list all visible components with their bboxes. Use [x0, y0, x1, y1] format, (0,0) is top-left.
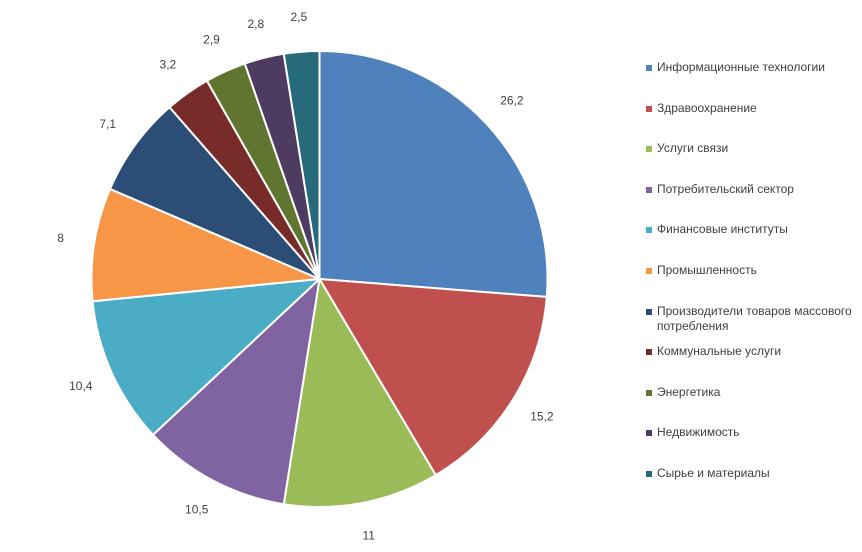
data-label: 15,2: [530, 410, 554, 424]
legend-swatch: [646, 308, 652, 315]
legend-item: Недвижимость: [646, 425, 860, 440]
pie-slice: [91, 278, 321, 436]
data-label: 2,9: [203, 32, 220, 46]
legend-swatch: [646, 471, 652, 477]
legend-swatch: [646, 430, 652, 437]
data-label: 11: [362, 528, 375, 542]
data-label: 10,5: [185, 503, 209, 517]
data-label: 8: [57, 231, 64, 245]
data-label: 2,5: [291, 10, 308, 24]
legend-swatch: [646, 227, 652, 234]
data-label: 3,2: [160, 57, 177, 71]
data-label: 7,1: [99, 117, 116, 131]
legend-label: Коммунальные услуги: [657, 344, 782, 359]
legend-item: Промышленность: [646, 263, 860, 278]
pie-slice: [152, 278, 321, 506]
legend-swatch: [646, 65, 652, 71]
legend-item: Энергетика: [646, 385, 860, 400]
legend-label: Здравоохранение: [657, 100, 757, 115]
legend-label: Финансовые институты: [657, 222, 788, 237]
legend-label: Услуги связи: [657, 141, 729, 156]
legend-item: Коммунальные услуги: [646, 344, 860, 359]
legend-label: Потребительский сектор: [657, 181, 794, 196]
legend-item: Здравоохранение: [646, 101, 860, 116]
legend-item: Потребительский сектор: [646, 182, 860, 197]
pie-slice: [109, 106, 321, 280]
legend-label: Сырье и материалы: [657, 466, 770, 480]
legend-item: Производители товаров массового потребле…: [646, 304, 860, 334]
legend-swatch: [646, 105, 652, 112]
legend-swatch: [646, 349, 652, 356]
data-label: 2,8: [247, 17, 264, 31]
data-label: 26,2: [500, 93, 524, 107]
pie-slice: [90, 187, 321, 303]
pie-slice: [282, 278, 437, 508]
legend-label: Производители товаров массового потребле…: [657, 303, 852, 333]
legend-label: Недвижимость: [657, 425, 740, 440]
legend-item: Финансовые институты: [646, 222, 860, 237]
legend-swatch: [646, 146, 652, 153]
legend-swatch: [646, 389, 652, 396]
legend-label: Промышленность: [657, 263, 757, 277]
legend-swatch: [646, 268, 652, 274]
pie-slice: [282, 50, 321, 280]
legend-item: Сырье и материалы: [646, 466, 860, 481]
legend-label: Информационные технологии: [657, 60, 825, 74]
legend-item: Услуги связи: [646, 141, 860, 156]
pie-slice: [318, 50, 549, 298]
legend-item: Информационные технологии: [646, 60, 860, 75]
pie-slice: [318, 278, 548, 477]
legend-swatch: [646, 186, 652, 193]
data-label: 10,4: [69, 379, 93, 393]
legend-label: Энергетика: [657, 384, 721, 399]
